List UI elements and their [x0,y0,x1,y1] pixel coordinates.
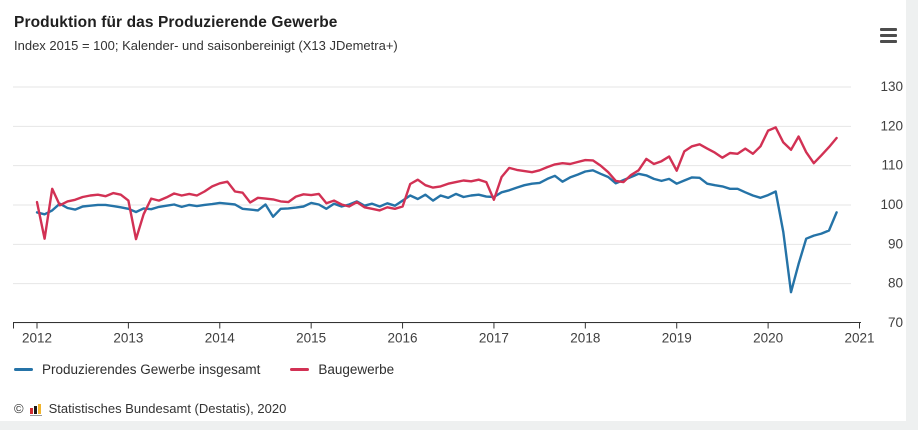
series-line-baugewerbe [35,126,838,241]
y-axis-tick-label: 70 [888,315,903,330]
y-axis-tick-label: 100 [880,197,903,212]
x-axis-tick-label: 2019 [662,331,692,346]
series-line-produzierendes-gewerbe [35,169,838,294]
x-axis-tick-label: 2015 [296,331,326,346]
legend-label: Produzierendes Gewerbe insgesamt [42,362,261,377]
x-axis-tick-label: 2013 [113,331,143,346]
x-axis-tick-label: 2012 [22,331,52,346]
legend-item-produzierendes-gewerbe[interactable]: Produzierendes Gewerbe insgesamt [14,362,260,377]
x-axis-tick-label: 2018 [570,331,600,346]
legend-item-baugewerbe[interactable]: Baugewerbe [290,362,394,377]
y-axis-tick-label: 80 [888,276,903,291]
x-axis-tick-label: 2014 [205,331,236,346]
chart-card: Produktion für das Produzierende Gewerbe… [0,0,906,421]
chart-title: Produktion für das Produzierende Gewerbe [14,14,338,31]
y-axis-tick-label: 120 [880,118,903,133]
copyright-text: Statistisches Bundesamt (Destatis), 2020 [48,401,287,416]
x-axis-tick-label: 2017 [479,331,509,346]
export-menu-button[interactable] [877,26,901,48]
x-axis-tick-label: 2016 [388,331,418,346]
footer-credit: © Statistisches Bundesamt (Destatis), 20… [14,401,286,416]
legend-marker-red [290,368,310,371]
hamburger-icon [879,28,899,43]
destatis-logo-icon [29,403,43,416]
chart-subtitle: Index 2015 = 100; Kalender- und saisonbe… [14,38,398,53]
y-axis-tick-label: 110 [881,158,903,173]
plot-area: 70 80 90 100 110 120 130 2012 2013 2014 2015 2016 20… [13,79,903,346]
legend-marker-blue [14,368,33,371]
legend: Produzierendes Gewerbe insgesamt Baugewe… [14,362,394,377]
x-axis-tick-label: 2021 [844,331,874,346]
x-axis-tick-label: 2020 [753,331,783,346]
y-axis-tick-label: 90 [888,236,903,251]
copyright-symbol: © [14,401,24,416]
y-axis-tick-label: 130 [880,79,903,94]
legend-label: Baugewerbe [318,362,395,377]
